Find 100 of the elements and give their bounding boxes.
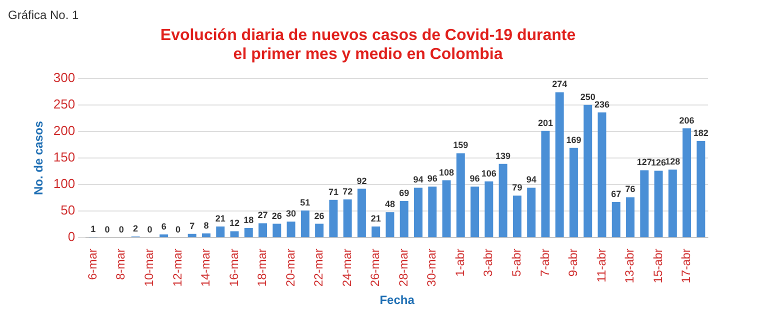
x-tick-label: 26-mar (368, 248, 382, 287)
data-label: 67 (611, 189, 622, 200)
data-label: 26 (272, 210, 282, 221)
data-label: 108 (439, 167, 454, 178)
y-tick-label: 100 (53, 176, 76, 192)
bar (484, 181, 494, 238)
x-tick-label: 28-mar (396, 248, 410, 287)
bar (682, 128, 692, 238)
data-label: 71 (328, 186, 338, 197)
data-label: 12 (229, 218, 240, 228)
bar (202, 233, 210, 238)
x-tick-label: 3-abr (481, 248, 496, 277)
data-label: 159 (453, 140, 468, 150)
data-label: 21 (215, 213, 226, 224)
bar (668, 170, 677, 238)
data-label: 201 (538, 118, 553, 128)
bar (272, 224, 282, 238)
bar (442, 180, 451, 238)
x-tick-label: 1-abr (452, 248, 467, 277)
data-label: 250 (580, 92, 596, 102)
bar (258, 223, 268, 238)
data-label: 126 (651, 158, 666, 168)
data-label: 8 (204, 220, 209, 230)
bar (498, 164, 508, 238)
y-tick-label: 150 (53, 150, 76, 165)
bar (470, 186, 480, 238)
data-label: 94 (526, 174, 536, 185)
bar (343, 199, 352, 238)
data-label: 76 (625, 184, 636, 194)
data-label: 274 (552, 79, 568, 90)
x-tick-label: 14-mar (198, 248, 213, 287)
data-label: 127 (636, 157, 652, 168)
bar (414, 188, 422, 238)
y-tick-label: 250 (53, 96, 76, 112)
x-tick-label: 8-mar (114, 248, 128, 280)
data-label: 26 (314, 210, 324, 221)
data-label: 27 (258, 210, 268, 220)
data-label: 92 (356, 176, 367, 186)
bar (244, 228, 253, 238)
y-tick-label: 0 (68, 229, 76, 244)
data-label: 21 (370, 213, 381, 224)
data-label: 1 (90, 224, 96, 234)
bar (527, 188, 536, 238)
data-label: 51 (300, 198, 310, 208)
x-tick-label: 9-abr (566, 248, 580, 277)
bar (188, 234, 196, 238)
bar (329, 200, 338, 238)
data-label: 128 (665, 156, 680, 167)
data-label: 6 (161, 221, 166, 232)
x-tick-label: 6-mar (85, 248, 100, 280)
data-label: 0 (147, 224, 152, 235)
x-tick-label: 30-mar (424, 248, 439, 287)
data-label: 236 (594, 99, 610, 110)
x-tick-label: 20-mar (283, 248, 298, 287)
bar (584, 104, 592, 238)
y-tick-label: 50 (60, 202, 76, 218)
data-label: 72 (342, 186, 353, 196)
data-label: 48 (384, 199, 395, 210)
text: Gráfica No. 1 (8, 8, 80, 24)
x-tick-label: 24-mar (340, 248, 354, 287)
x-tick-label: 12-mar (170, 248, 184, 287)
data-label: 79 (512, 182, 522, 193)
bar (160, 234, 168, 238)
bar (654, 170, 663, 238)
bar (555, 92, 564, 238)
data-label: 96 (427, 174, 438, 184)
data-label: 139 (496, 150, 511, 161)
data-label: 206 (679, 115, 694, 126)
y-axis-title: No. de casos (32, 120, 46, 196)
x-tick-label: 18-mar (255, 248, 270, 287)
bar (357, 188, 366, 238)
x-tick-label: 7-abr (538, 248, 552, 277)
x-tick-label: 10-mar (142, 248, 156, 287)
bar (640, 170, 649, 238)
data-label: 0 (104, 224, 110, 235)
data-label: 169 (566, 134, 582, 145)
bar (598, 112, 606, 238)
bar (372, 226, 380, 238)
data-label: 96 (470, 174, 480, 184)
bar (400, 200, 408, 238)
data-label: 182 (693, 128, 708, 138)
data-label: 7 (190, 220, 195, 231)
data-label: 0 (118, 224, 124, 235)
data-label: 94 (413, 174, 424, 185)
x-tick-label: 15-abr (650, 248, 665, 284)
bar (216, 226, 225, 238)
bar (300, 210, 310, 238)
bar (428, 186, 437, 238)
bar (612, 202, 620, 238)
bar (230, 231, 239, 238)
x-tick-label: 16-mar (226, 248, 241, 287)
x-tick-label: 5-abr (510, 248, 524, 277)
data-label: 30 (286, 208, 296, 219)
data-label: 18 (244, 215, 254, 226)
x-tick-label: 22-mar (312, 248, 326, 287)
y-tick-label: 200 (53, 123, 76, 138)
y-tick-label: 300 (53, 70, 76, 85)
bar (541, 130, 550, 238)
data-label: 2 (133, 224, 138, 234)
data-label: 106 (481, 168, 496, 178)
